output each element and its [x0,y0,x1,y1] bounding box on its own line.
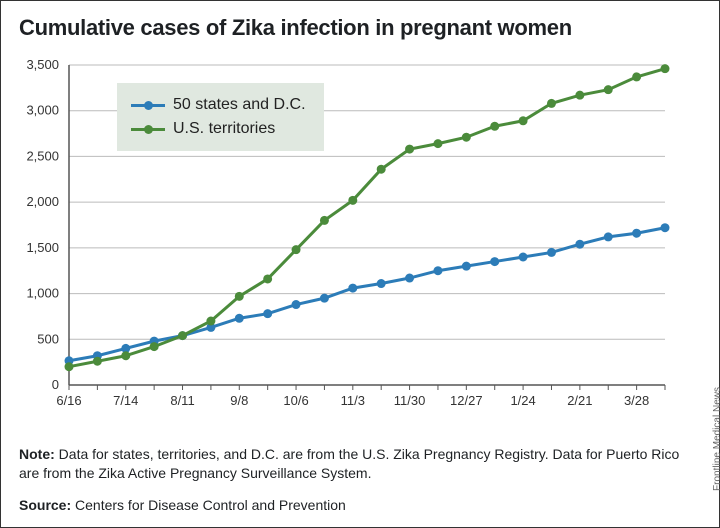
footnote: Note: Data for states, territories, and … [19,445,699,483]
chart-title: Cumulative cases of Zika infection in pr… [19,15,572,41]
svg-text:6/16: 6/16 [56,393,81,408]
credit-text: Frontline Medical News [712,387,720,491]
svg-text:9/8: 9/8 [230,393,248,408]
legend-item: 50 states and D.C. [131,93,306,117]
source-label: Source: [19,497,71,513]
legend-label: U.S. territories [173,117,275,141]
legend-item: U.S. territories [131,117,306,141]
svg-text:500: 500 [37,331,59,346]
svg-text:2/21: 2/21 [567,393,592,408]
legend-swatch [131,122,165,136]
svg-text:2,000: 2,000 [26,194,59,209]
chart-area: 05001,0001,5002,0002,5003,0003,5006/167/… [69,53,677,413]
svg-text:8/11: 8/11 [170,393,194,408]
svg-text:0: 0 [52,377,59,392]
svg-text:12/27: 12/27 [450,393,483,408]
svg-text:7/14: 7/14 [113,393,138,408]
svg-text:11/30: 11/30 [394,393,426,408]
legend: 50 states and D.C.U.S. territories [117,83,324,151]
svg-text:1,000: 1,000 [26,286,59,301]
chart-container: Cumulative cases of Zika infection in pr… [0,0,720,528]
source-text: Centers for Disease Control and Preventi… [71,497,346,513]
note-label: Note: [19,446,55,462]
svg-text:3,000: 3,000 [26,103,59,118]
svg-text:2,500: 2,500 [26,148,59,163]
svg-text:3,500: 3,500 [26,57,59,72]
legend-label: 50 states and D.C. [173,93,306,117]
svg-text:1,500: 1,500 [26,240,59,255]
svg-text:10/6: 10/6 [283,393,308,408]
svg-text:1/24: 1/24 [510,393,535,408]
source-line: Source: Centers for Disease Control and … [19,497,346,513]
svg-text:11/3: 11/3 [341,393,365,408]
legend-swatch [131,98,165,112]
svg-text:3/28: 3/28 [624,393,649,408]
note-text: Data for states, territories, and D.C. a… [19,446,679,481]
